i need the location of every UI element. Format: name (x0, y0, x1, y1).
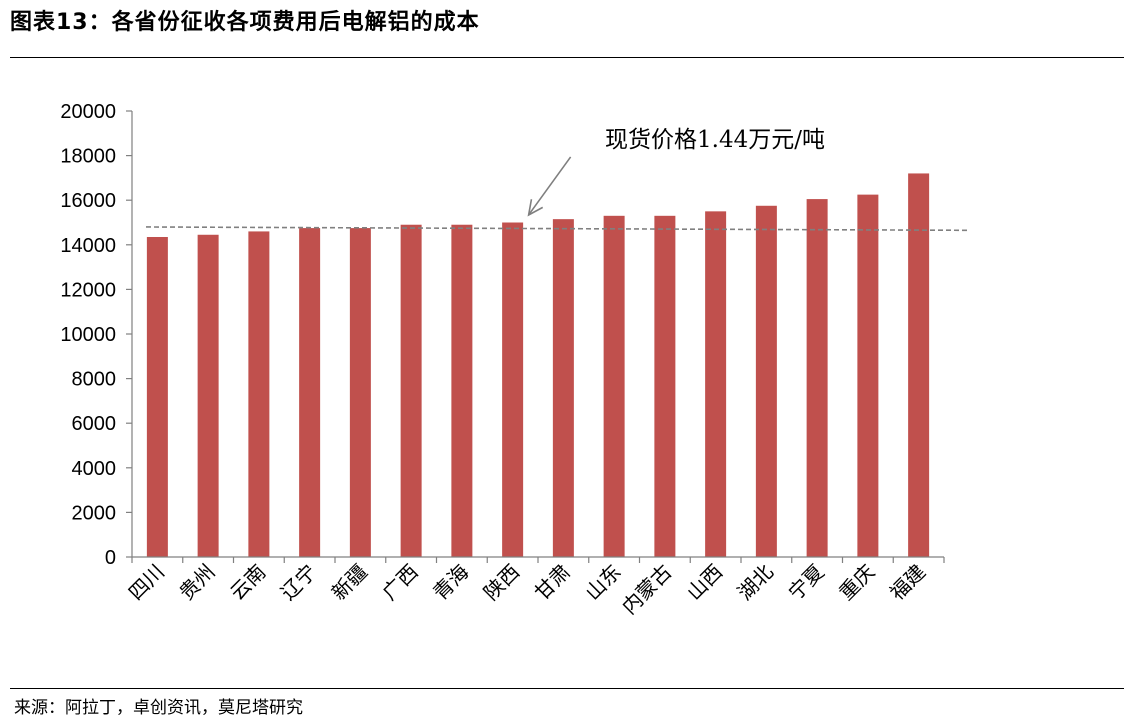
x-tick-label: 广西 (377, 560, 422, 605)
bar (299, 228, 321, 557)
y-tick-label: 20000 (60, 101, 116, 123)
annotation-arrowhead (527, 199, 544, 217)
x-tick-label: 内蒙古 (617, 560, 676, 619)
y-tick-label: 6000 (72, 413, 117, 435)
y-tick-label: 4000 (72, 458, 117, 480)
x-tick-label: 新疆 (327, 560, 372, 605)
bottom-divider (10, 688, 1124, 689)
x-tick-label: 山东 (580, 560, 625, 605)
y-tick-label: 14000 (60, 235, 116, 257)
bar (146, 236, 168, 557)
y-tick-label: 18000 (60, 146, 116, 168)
bar (502, 222, 524, 557)
y-tick-label: 16000 (60, 190, 116, 212)
x-tick-label: 湖北 (733, 560, 778, 605)
y-tick-label: 2000 (72, 502, 117, 524)
x-tick-label: 重庆 (834, 560, 879, 605)
bar (806, 199, 828, 557)
annotation: 现货价格1.44万元/吨 (145, 127, 969, 232)
x-tick-label: 甘肃 (530, 560, 575, 605)
annotation-label: 现货价格1.44万元/吨 (605, 127, 825, 153)
x-tick-label: 福建 (885, 560, 930, 605)
x-tick-label: 辽宁 (276, 560, 321, 605)
top-divider (10, 57, 1124, 58)
source-note: 来源：阿拉丁，卓创资讯，莫尼塔研究 (14, 698, 303, 718)
bar (755, 205, 777, 557)
bar (248, 231, 270, 558)
bar (654, 215, 676, 557)
bars (146, 173, 930, 558)
y-tick-label: 0 (105, 547, 116, 569)
x-tick-label: 山西 (682, 560, 727, 605)
spot-price-line (145, 226, 969, 232)
bar (857, 194, 879, 557)
x-tick-label: 云南 (225, 560, 270, 605)
x-tick-label: 宁夏 (783, 560, 828, 605)
bar (400, 224, 422, 558)
bar (197, 234, 219, 557)
bar (603, 215, 625, 557)
bar (908, 173, 930, 557)
bar (552, 219, 574, 557)
y-tick-label: 12000 (60, 279, 116, 301)
bar (349, 228, 371, 557)
y-axis: 0 2000 4000 6000 8000 10000 12000 14000 16000 180… (60, 101, 133, 569)
x-tick-label: 青海 (428, 560, 473, 605)
x-tick-label: 四川 (124, 560, 169, 605)
y-tick-label: 10000 (60, 324, 116, 346)
annotation-arrow (527, 156, 572, 216)
chart-title: 图表13：各省份征收各项费用后电解铝的成本 (10, 10, 480, 35)
bar (705, 211, 727, 557)
bar (451, 224, 473, 558)
y-tick-label: 8000 (72, 369, 117, 391)
x-tick-label: 陕西 (479, 560, 524, 605)
x-tick-label: 贵州 (174, 560, 219, 605)
